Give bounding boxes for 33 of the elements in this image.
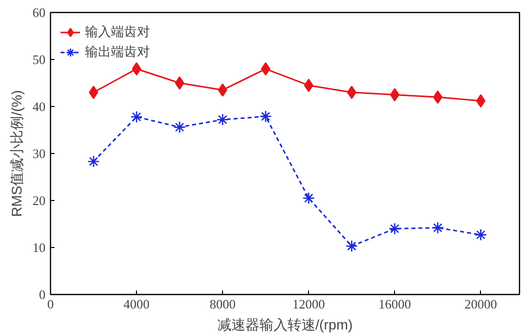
point xyxy=(87,155,100,168)
x-axis-title: 减速器输入转速/(rpm) xyxy=(217,316,353,332)
x-tick-label: 12000 xyxy=(292,296,325,312)
point xyxy=(390,88,400,102)
y-tick-label: 20 xyxy=(32,193,46,208)
legend-label: 输入端齿对 xyxy=(85,23,150,41)
y-tick-label: 40 xyxy=(32,99,46,114)
y-tick-label: 50 xyxy=(32,52,46,67)
point xyxy=(130,110,143,123)
point xyxy=(260,62,270,76)
y-tick-label: 0 xyxy=(39,287,46,302)
x-tick-label: 8000 xyxy=(210,296,236,312)
point xyxy=(388,222,401,235)
x-tick-label: 4000 xyxy=(124,296,150,312)
y-tick-label: 60 xyxy=(32,5,46,20)
x-tick-label: 20000 xyxy=(464,296,498,312)
point xyxy=(304,78,314,92)
point xyxy=(302,192,315,204)
point xyxy=(88,86,98,100)
point xyxy=(216,114,229,126)
legend-label: 输出端齿对 xyxy=(85,43,150,61)
point xyxy=(346,240,358,252)
point xyxy=(432,222,444,234)
y-tick-label: 30 xyxy=(32,146,46,161)
y-tick-label: 10 xyxy=(32,240,46,255)
y-axis-title: RMS值减小比例/(%) xyxy=(8,90,24,217)
point xyxy=(174,76,184,90)
point xyxy=(173,121,186,134)
x-tick-label: 16000 xyxy=(378,296,411,312)
point xyxy=(132,62,142,76)
point xyxy=(259,110,272,123)
point xyxy=(474,228,487,241)
point xyxy=(218,83,228,97)
